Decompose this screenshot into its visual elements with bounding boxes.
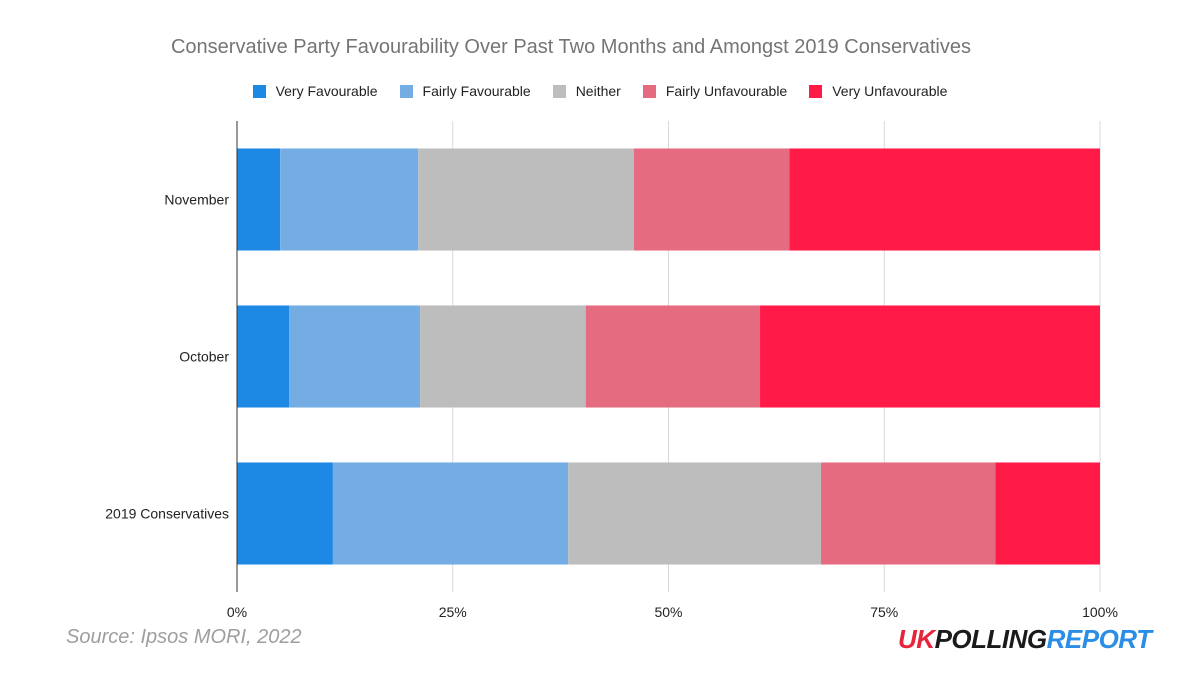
legend-swatch <box>642 84 656 98</box>
bar-segment <box>418 148 634 251</box>
legend-swatch <box>552 84 566 98</box>
bar-segment <box>633 148 790 251</box>
legend-item: Fairly Unfavourable <box>642 83 788 99</box>
source-note: Source: Ipsos MORI, 2022 <box>66 626 302 648</box>
logo-polling-text: POLLING <box>934 624 1048 654</box>
bar-segment <box>568 462 822 565</box>
bar-segment <box>420 305 586 408</box>
category-label: October <box>179 349 229 365</box>
logo-report-text: REPORT <box>1046 624 1152 654</box>
legend-label: Neither <box>575 83 621 99</box>
chart-title: Conservative Party Favourability Over Pa… <box>170 36 971 58</box>
legend-swatch <box>809 84 823 98</box>
bar-segment <box>760 305 1100 408</box>
legend-label: Very Unfavourable <box>832 83 948 99</box>
legend-item: Neither <box>552 83 621 99</box>
legend-item: Fairly Favourable <box>399 83 531 99</box>
bar-segment <box>995 462 1100 565</box>
bar-segment <box>237 462 333 565</box>
bar-segment <box>237 148 281 251</box>
x-tick-label: 25% <box>439 604 467 620</box>
legend-swatch <box>252 84 266 98</box>
legend-label: Fairly Favourable <box>422 83 531 99</box>
bar-segment <box>821 462 996 565</box>
x-tick-label: 75% <box>870 604 898 620</box>
bar-segment <box>332 462 569 565</box>
legend-item: Very Favourable <box>252 83 378 99</box>
x-tick-label: 100% <box>1082 604 1118 620</box>
legend-label: Very Favourable <box>275 83 378 99</box>
legend-item: Very Unfavourable <box>809 83 947 99</box>
bar-segment <box>789 148 1100 251</box>
category-label: November <box>164 192 229 208</box>
ukpollingreport-logo: UKPOLLINGREPORT <box>898 624 1152 655</box>
legend-label: Fairly Unfavourable <box>665 83 788 99</box>
x-tick-label: 0% <box>227 604 247 620</box>
x-tick-label: 50% <box>654 604 682 620</box>
category-label: 2019 Conservatives <box>105 506 229 522</box>
logo-uk-text: UK <box>898 624 935 654</box>
bar-segment <box>585 305 761 408</box>
bar-segment <box>237 305 290 408</box>
legend: Very Favourable Fairly Favourable Neither F… <box>0 83 1200 99</box>
bar-segment <box>280 148 419 251</box>
bar-segment <box>289 305 421 408</box>
legend-swatch <box>399 84 413 98</box>
